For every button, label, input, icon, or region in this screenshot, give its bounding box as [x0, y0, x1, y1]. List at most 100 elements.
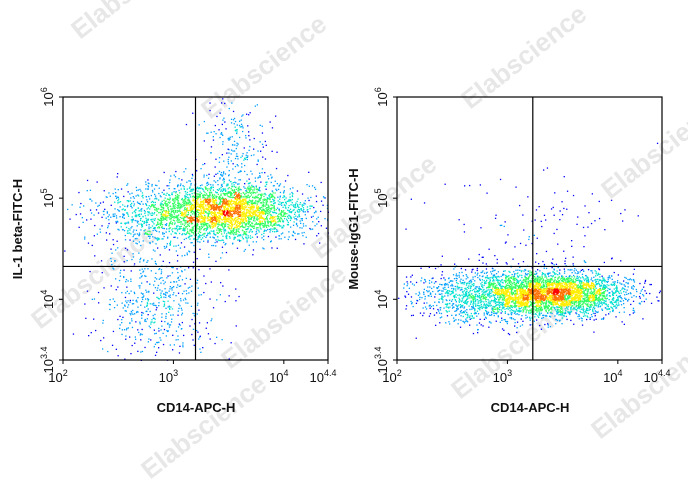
event-dot	[290, 218, 292, 220]
event-dot	[233, 194, 235, 196]
event-dot	[132, 231, 134, 233]
event-dot	[208, 195, 210, 197]
event-dot	[171, 214, 173, 216]
event-dot	[235, 182, 237, 184]
event-dot	[202, 222, 205, 224]
event-dot	[246, 215, 248, 217]
event-dot	[224, 194, 226, 196]
event-dot	[101, 272, 103, 274]
event-dot	[297, 204, 299, 206]
event-dot	[244, 183, 246, 185]
event-dot	[196, 258, 198, 260]
event-dot	[277, 215, 279, 217]
event-dot	[233, 196, 235, 198]
event-dot	[109, 304, 111, 306]
event-dot	[167, 205, 169, 207]
event-dot	[199, 198, 202, 200]
event-dot	[162, 343, 165, 346]
event-dot	[300, 222, 302, 224]
event-dot	[181, 255, 183, 257]
event-dot	[265, 230, 267, 232]
event-dot	[124, 296, 127, 299]
event-dot	[165, 202, 167, 205]
event-dot	[230, 206, 232, 209]
event-dot	[145, 320, 147, 323]
event-dot	[205, 205, 207, 207]
event-dot	[218, 170, 221, 173]
event-dot	[269, 198, 271, 200]
event-dot	[248, 226, 250, 228]
event-dot	[163, 328, 166, 331]
event-dot	[114, 260, 116, 262]
event-dot	[181, 217, 183, 219]
event-dot	[135, 209, 137, 211]
event-dot	[280, 217, 282, 219]
event-dot	[278, 210, 281, 212]
event-dot	[173, 300, 175, 302]
event-dot	[213, 200, 215, 203]
event-dot	[182, 201, 184, 203]
event-dot	[141, 208, 143, 210]
event-dot	[238, 124, 241, 127]
event-dot	[192, 229, 194, 231]
event-dot	[166, 203, 168, 205]
event-dot	[268, 225, 270, 227]
event-dot	[185, 198, 187, 200]
event-dot	[237, 220, 239, 222]
event-dot	[554, 277, 556, 279]
event-dot	[78, 191, 80, 194]
event-dot	[286, 209, 289, 211]
event-dot	[271, 201, 273, 203]
event-dot	[195, 225, 198, 227]
event-dot	[233, 223, 236, 225]
event-dot	[196, 239, 198, 241]
event-dot	[120, 269, 122, 272]
event-dot	[210, 223, 213, 225]
event-dot	[292, 235, 294, 237]
event-dot	[227, 211, 229, 214]
event-dot	[265, 183, 268, 185]
event-dot	[593, 305, 595, 307]
event-dot	[161, 226, 163, 229]
event-dot	[250, 204, 253, 206]
event-dot	[169, 198, 171, 200]
event-dot	[214, 215, 217, 217]
event-dot	[141, 311, 143, 314]
event-dot	[154, 204, 156, 206]
event-dot	[252, 218, 255, 220]
event-dot	[252, 220, 255, 222]
event-dot	[120, 222, 123, 224]
event-dot	[182, 299, 185, 301]
event-dot	[81, 217, 83, 219]
event-dot	[583, 285, 585, 287]
event-dot	[221, 102, 223, 104]
event-dot	[216, 216, 219, 218]
event-dot	[259, 207, 262, 209]
event-dot	[283, 195, 285, 197]
event-dot	[163, 301, 166, 303]
event-dot	[252, 192, 254, 194]
event-dot	[250, 191, 252, 194]
event-dot	[147, 185, 149, 187]
event-dot	[165, 210, 167, 212]
event-dot	[181, 314, 183, 316]
event-dot	[210, 211, 212, 213]
event-dot	[110, 216, 112, 218]
event-dot	[225, 236, 228, 238]
event-dot	[230, 201, 233, 203]
event-dot	[562, 276, 564, 278]
event-dot	[294, 205, 296, 207]
event-dot	[258, 214, 260, 216]
event-dot	[520, 295, 522, 298]
event-dot	[270, 220, 272, 222]
event-dot	[170, 213, 172, 215]
event-dot	[223, 228, 225, 230]
event-dot	[112, 330, 115, 333]
event-dot	[215, 133, 217, 135]
event-dot	[499, 293, 501, 295]
event-dot	[493, 296, 496, 299]
event-dot	[97, 205, 99, 207]
event-dot	[245, 213, 247, 215]
event-dot	[296, 225, 299, 227]
event-dot	[120, 226, 122, 228]
